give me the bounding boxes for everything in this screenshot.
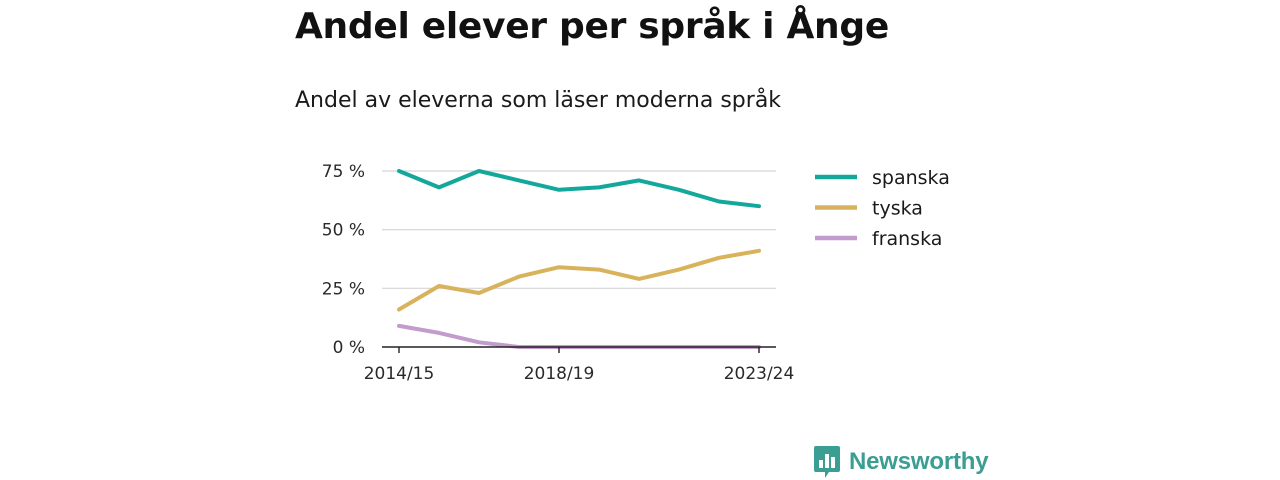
y-tick-label: 0 %: [333, 338, 365, 358]
newsworthy-icon: [814, 446, 840, 478]
axis-layer: 0 % 25 % 50 % 75 % 2014/15 2018/19 2023/24: [322, 162, 795, 384]
brand-name: Newsworthy: [849, 448, 989, 475]
series-line-tyska: [397, 248, 761, 312]
y-tick-label: 25 %: [322, 279, 365, 299]
series-line-franska: [397, 323, 761, 349]
newsworthy-logo: Newsworthy: [813, 445, 989, 479]
chart-subtitle: Andel av eleverna som läser moderna språ…: [295, 88, 782, 113]
y-tick-label: 75 %: [322, 162, 365, 182]
chart-title: Andel elever per språk i Ånge: [295, 6, 889, 47]
legend-label-spanska: spanska: [872, 167, 950, 189]
series-line-spanska: [397, 169, 761, 209]
x-tick-label: 2014/15: [364, 364, 435, 384]
x-tick-label: 2018/19: [524, 364, 595, 384]
x-tick-label: 2023/24: [724, 364, 795, 384]
legend-label-tyska: tyska: [872, 198, 923, 220]
y-tick-label: 50 %: [322, 221, 365, 241]
legend-label-franska: franska: [872, 228, 942, 250]
legend: spanska tyska franska: [815, 167, 950, 250]
series-layer: [397, 169, 761, 349]
